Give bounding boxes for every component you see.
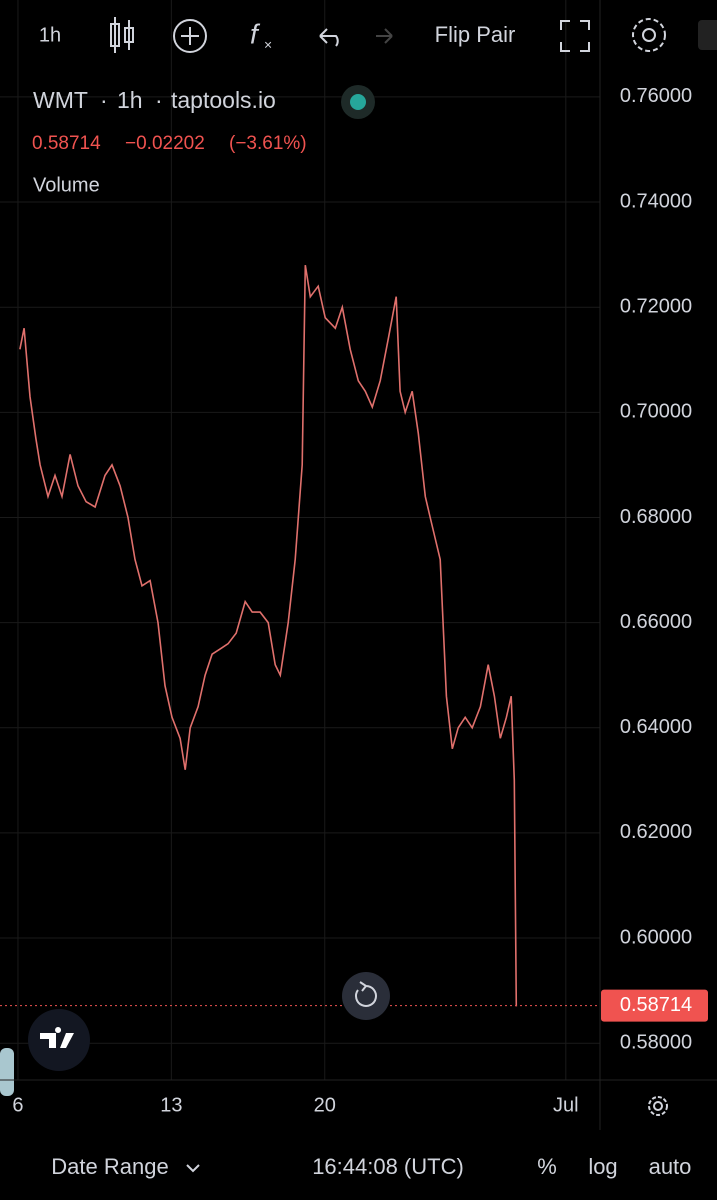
status-dot	[350, 94, 366, 110]
undo-icon[interactable]	[319, 28, 339, 47]
dropdown-icon	[186, 1164, 200, 1173]
reset-icon	[355, 981, 377, 1007]
clock: 16:44:08 (UTC)	[312, 1154, 464, 1179]
percent-button[interactable]: %	[537, 1154, 557, 1179]
price-line	[19, 264, 518, 1007]
logo	[40, 1027, 74, 1048]
fullscreen-icon[interactable]	[560, 20, 590, 52]
y-tick-label: 0.72000	[620, 295, 692, 317]
last-price-tag	[601, 989, 708, 1022]
y-tick-label: 0.76000	[620, 85, 692, 107]
y-tick-label: 0.60000	[620, 926, 692, 948]
x-tick-label: 13	[160, 1094, 182, 1116]
separator: ·	[155, 87, 163, 113]
candle-icon[interactable]	[110, 17, 134, 53]
price-change-percent: (−3.61%)	[229, 133, 307, 154]
x-tick-label: 6	[12, 1094, 23, 1116]
separator: ·	[100, 87, 108, 113]
y-tick-label: 0.64000	[620, 716, 692, 738]
auto-button[interactable]: auto	[649, 1154, 692, 1179]
settings-icon[interactable]	[632, 18, 666, 52]
log-button[interactable]: log	[588, 1154, 617, 1179]
study-label: Volume	[33, 174, 100, 196]
x-tick-label: 20	[314, 1094, 336, 1116]
legend-interval: 1h	[117, 87, 143, 113]
side-tab[interactable]	[0, 1048, 14, 1096]
function-icon[interactable]: f ×	[250, 18, 272, 52]
y-tick-label: 0.58000	[620, 1031, 692, 1053]
svg-text:f: f	[250, 18, 261, 49]
price-change: −0.02202	[125, 133, 205, 154]
y-tick-label: 0.68000	[620, 506, 692, 528]
x-tick-label: Jul	[553, 1094, 579, 1116]
symbol: WMT	[33, 87, 88, 113]
last-price: 0.58714	[32, 133, 101, 154]
reset-button[interactable]	[342, 972, 390, 1020]
y-tick-label: 0.66000	[620, 611, 692, 633]
svg-text:×: ×	[264, 37, 272, 53]
last-price-label: 0.58714	[620, 994, 692, 1016]
source: taptools.io	[171, 87, 276, 113]
logo-badge[interactable]	[28, 1009, 90, 1071]
add-indicator-icon[interactable]	[173, 19, 207, 53]
y-tick-label: 0.70000	[620, 401, 692, 423]
y-tick-label: 0.62000	[620, 821, 692, 843]
interval-button[interactable]: 1h	[39, 24, 61, 46]
panel-edge	[698, 20, 717, 50]
redo-icon	[376, 28, 393, 44]
flip-pair-button[interactable]: Flip Pair	[435, 22, 516, 47]
axis-settings-icon[interactable]	[648, 1096, 668, 1116]
y-tick-label: 0.74000	[620, 190, 692, 212]
date-range-button[interactable]: Date Range	[51, 1154, 168, 1179]
